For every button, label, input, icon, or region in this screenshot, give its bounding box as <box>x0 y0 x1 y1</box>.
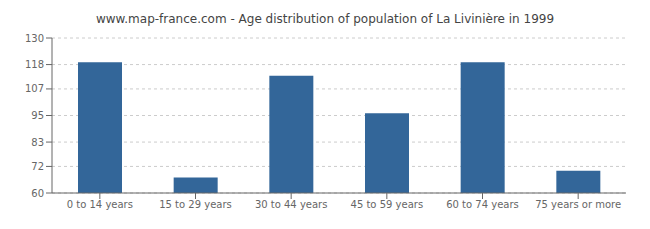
svg-text:130: 130 <box>25 33 44 44</box>
svg-text:45 to 59 years: 45 to 59 years <box>351 199 424 210</box>
svg-text:118: 118 <box>25 59 44 70</box>
svg-text:60 to 74 years: 60 to 74 years <box>446 199 519 210</box>
svg-text:83: 83 <box>31 137 44 148</box>
svg-text:95: 95 <box>31 110 44 121</box>
svg-text:60: 60 <box>31 188 44 199</box>
svg-text:30 to 44 years: 30 to 44 years <box>255 199 328 210</box>
svg-text:72: 72 <box>31 161 44 172</box>
svg-text:107: 107 <box>25 83 44 94</box>
svg-text:75 years or more: 75 years or more <box>535 199 621 210</box>
svg-text:15 to 29 years: 15 to 29 years <box>159 199 232 210</box>
svg-text:0 to 14 years: 0 to 14 years <box>67 199 133 210</box>
html-text:www.map-france.com - Age distr: www.map-france.com - Age distribution of… <box>96 12 554 26</box>
